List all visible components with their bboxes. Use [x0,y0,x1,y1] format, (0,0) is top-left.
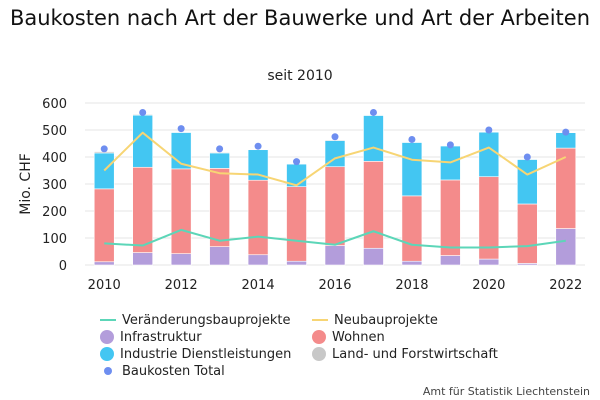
circle-swatch-icon [100,329,114,344]
bar-segment [517,203,538,264]
legend-label: Land- und Forstwirtschaft [332,347,498,362]
bar-segment [93,261,115,266]
legend-label: Baukosten Total [122,364,225,379]
total-point [485,126,493,134]
x-tick-label: 2010 [88,278,121,293]
total-point [254,142,262,150]
legend-item-land-und-forstwirtschaft[interactable]: Land- und Forstwirtschaft [312,346,498,364]
line-series [103,131,567,187]
total-point [139,108,147,116]
line-swatch-icon [100,318,116,321]
chart-subtitle: seit 2010 [267,68,333,84]
y-tick-label: 0 [59,259,67,274]
bar-segment [440,255,461,266]
total-point [408,135,416,143]
bar-segment [209,168,230,247]
bar-segment [286,186,307,262]
bar-segment [170,253,192,266]
bar-segment [132,166,153,253]
y-tick-label: 100 [42,232,67,247]
bar-segment [247,179,269,256]
line-swatch-icon [312,318,328,321]
total-point [177,125,185,133]
y-tick-label: 400 [42,151,67,166]
legend-item-veraenderungsbauprojekte[interactable]: Veränderungsbauprojekte [100,312,291,330]
bar-segment [363,161,384,249]
total-point [446,141,454,149]
bar-segment [132,252,153,266]
x-tick-label: 2012 [165,278,198,293]
bar-segment [209,246,230,266]
bar-segment [93,188,115,263]
bar-segment [401,260,423,266]
legend-item-industrie-dienstleistungen[interactable]: Industrie Dienstleistungen [100,346,291,364]
bar-segment [478,131,500,178]
legend-label: Infrastruktur [120,330,202,345]
x-tick-label: 2022 [549,278,582,293]
x-tick-label: 2014 [242,278,275,293]
legend-item-neubauprojekte[interactable]: Neubauprojekte [312,312,438,330]
bar-segment [440,179,461,256]
legend-item-wohnen[interactable]: Wohnen [312,329,385,347]
legend-item-baukosten-total[interactable]: Baukosten Total [100,363,225,381]
bar-segment [93,152,115,190]
legend-item-infrastruktur[interactable]: Infrastruktur [100,329,202,347]
y-tick-label: 300 [42,178,67,193]
bar-segment [209,152,230,169]
bar-segment [517,159,538,205]
bar-segment [555,228,577,266]
legend-label: Wohnen [332,330,385,345]
total-point [562,128,570,136]
chart-title: Baukosten nach Art der Bauwerke und Art … [9,6,591,30]
bar-segment [286,260,307,266]
legend-label: Industrie Dienstleistungen [120,347,292,362]
x-tick-label: 2018 [395,278,428,293]
total-point [293,158,301,166]
legend-label: Veränderungsbauprojekte [122,313,291,328]
bar-segment [401,195,423,262]
y-tick-label: 600 [42,97,67,112]
bar-segment [401,142,423,197]
circle-swatch-icon [312,329,326,344]
y-tick-label: 500 [42,124,67,139]
bar-segment [324,245,346,266]
source-credit: Amt für Statistik Liechtenstein [422,385,590,398]
y-tick-label: 200 [42,205,67,220]
bar-segment [247,254,269,266]
total-point [523,153,531,161]
circle-swatch-icon [312,346,326,361]
circle-swatch-icon [100,346,114,361]
y-axis-label: Mio. CHF [18,153,34,215]
bar-segment [132,114,153,168]
line-series [104,228,566,249]
total-point [369,108,377,116]
bar-segment [478,258,500,266]
bar-segment [363,247,384,266]
x-tick-label: 2020 [472,278,505,293]
total-point [216,145,224,153]
bar-segment [363,115,384,162]
bar-segment [324,166,346,246]
total-point [100,145,108,153]
total-point [331,133,339,141]
small-dot-swatch-icon [104,366,112,375]
x-tick-label: 2016 [318,278,351,293]
legend-label: Neubauprojekte [334,313,438,328]
bar-segment [170,168,192,254]
